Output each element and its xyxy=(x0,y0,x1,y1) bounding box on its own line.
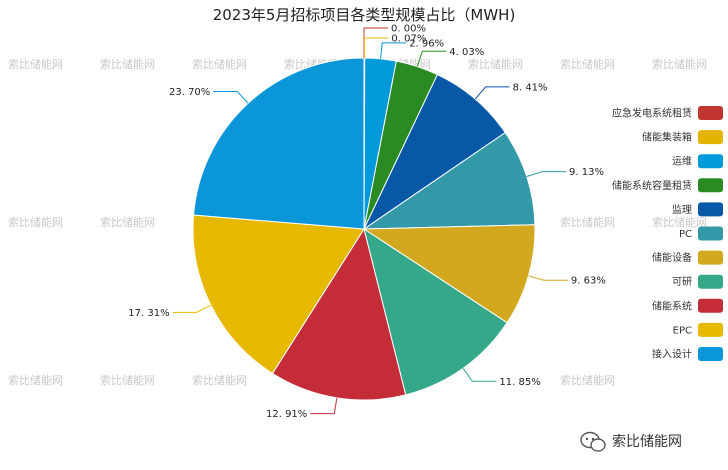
legend-item: PC xyxy=(679,226,723,241)
pie-slice xyxy=(363,227,508,396)
leader-line xyxy=(528,275,568,281)
watermark-text: 索比储能网 xyxy=(192,373,247,387)
watermark-text: 索比储能网 xyxy=(652,215,707,229)
percent-label: 4. 03% xyxy=(449,47,484,58)
watermark-layer: 索比储能网 索比储能网 索比储能网 索比储能网 索比储能网 索比储能网 索比储能网索比储能网… xyxy=(8,57,707,387)
percent-label: 23. 70% xyxy=(169,87,210,98)
watermark-text: 索比储能网 xyxy=(192,57,247,71)
percent-label: 8. 41% xyxy=(513,82,548,93)
watermark-text: 索比储能网 xyxy=(100,57,155,71)
watermark-text: 索比储能网 xyxy=(100,215,155,229)
leader-line xyxy=(172,304,212,313)
pie-slice xyxy=(362,224,536,324)
pie-slice xyxy=(193,57,365,230)
legend-item: EPC xyxy=(673,322,723,337)
legend-item: 储能系统 xyxy=(652,298,723,313)
leader-line xyxy=(363,37,389,58)
legend-label: 储能系统容量租赁 xyxy=(612,179,692,192)
watermark-text: 索比储能网 xyxy=(652,57,707,71)
legend-label: 储能系统 xyxy=(652,299,692,312)
leader-line xyxy=(526,171,566,177)
brand-mark: 索比储能网 xyxy=(580,431,682,452)
leader-line xyxy=(213,91,249,104)
legend-label: 可研 xyxy=(672,276,692,288)
legend-swatch xyxy=(698,202,723,217)
percent-label: 9. 13% xyxy=(569,167,604,178)
legend-swatch xyxy=(698,274,723,289)
legend-swatch xyxy=(698,322,723,337)
legend-label: 储能设备 xyxy=(652,251,692,264)
percent-label: 2. 96% xyxy=(409,38,444,49)
pie-slice xyxy=(192,214,365,375)
legend-item: 储能设备 xyxy=(652,250,723,265)
watermark-text: 索比储能网 xyxy=(560,57,615,71)
legend-swatch xyxy=(698,154,723,169)
percent-label: 12. 91% xyxy=(266,409,307,420)
leader-line xyxy=(380,42,407,59)
legend-swatch xyxy=(698,347,723,361)
legend-item: 接入设计 xyxy=(652,347,723,361)
watermark-text: 索比储能网 xyxy=(100,373,155,387)
watermark-text: 索比储能网 xyxy=(8,57,63,71)
pie-slices xyxy=(192,57,536,401)
legend-label: EPC xyxy=(673,325,692,336)
percent-label: 11. 85% xyxy=(499,377,540,388)
legend-label: 应急发电系统租赁 xyxy=(612,107,692,120)
watermark-text: 索比储能网 xyxy=(468,57,523,71)
watermark-text: 索比储能网 xyxy=(8,373,63,387)
legend-label: 接入设计 xyxy=(652,348,692,361)
legend-item: 可研 xyxy=(672,274,723,289)
legend-label: 监理 xyxy=(672,203,692,216)
legend-item: 储能系统容量租赁 xyxy=(612,178,723,193)
leader-lines xyxy=(172,27,568,415)
wechat-icon xyxy=(580,431,606,452)
pie-slice xyxy=(271,227,407,401)
legend-label: 运维 xyxy=(672,155,692,168)
legend-item: 监理 xyxy=(672,202,723,217)
percent-labels: 0. 00%0. 07%2. 96% 4. 03% 8. 41% 9. 13% 9. 6… xyxy=(128,24,606,421)
leader-line xyxy=(462,368,497,382)
legend-label: PC xyxy=(679,229,692,240)
legend-swatch xyxy=(698,226,723,241)
legend-item: 运维 xyxy=(672,154,723,169)
brand-name: 索比储能网 xyxy=(612,433,682,450)
chart-title: 2023年5月招标项目各类型规模占比（MWH) xyxy=(213,6,516,24)
leader-line xyxy=(474,86,510,100)
watermark-text: 索比储能网 xyxy=(560,215,615,229)
leader-line xyxy=(416,50,447,67)
legend-item: 储能集装箱 xyxy=(642,130,723,145)
legend-label: 储能集装箱 xyxy=(642,131,692,144)
legend-item: 应急发电系统租赁 xyxy=(612,106,723,120)
pie-slice xyxy=(362,73,506,231)
percent-label: 9. 63% xyxy=(571,276,606,287)
percent-label: 17. 31% xyxy=(128,308,169,319)
legend-swatch xyxy=(698,130,723,145)
legend-swatch xyxy=(698,178,723,193)
watermark-text: 索比储能网 xyxy=(560,373,615,387)
legend-swatch xyxy=(698,106,723,120)
legend-swatch xyxy=(698,250,723,265)
watermark-text: 索比储能网 xyxy=(8,215,63,229)
leader-line xyxy=(310,397,338,415)
percent-label: 0. 00% xyxy=(391,24,426,35)
legend-swatch xyxy=(698,298,723,313)
percent-label: 0. 07% xyxy=(391,34,426,45)
